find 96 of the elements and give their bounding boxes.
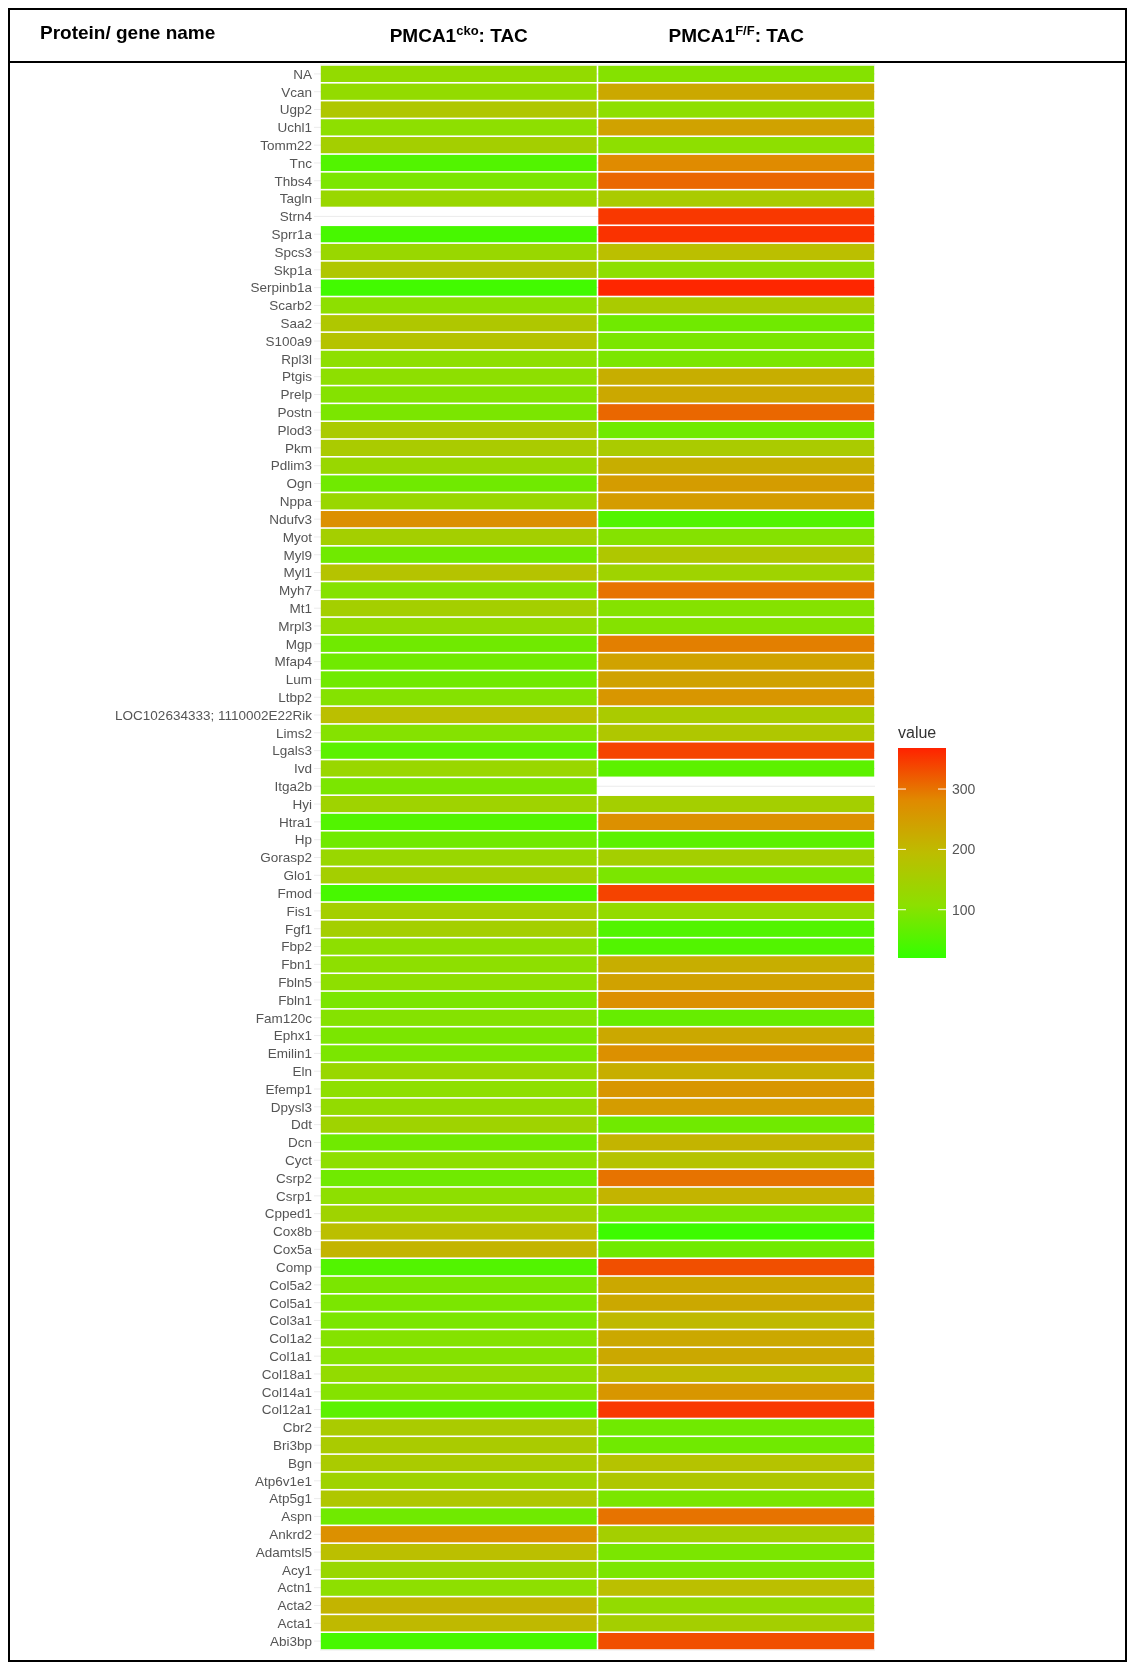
y-tick-label: Thbs4 — [274, 173, 313, 189]
y-tick-label: Ogn — [286, 476, 312, 492]
y-tick-label: Myh7 — [278, 583, 312, 599]
y-tick-label: Saa2 — [280, 316, 312, 332]
y-tick-label: Tagln — [279, 191, 312, 207]
y-tick-label: Rpl3l — [281, 351, 312, 367]
y-tick-label: Pdlim3 — [270, 458, 312, 474]
y-tick-label: Prelp — [280, 387, 312, 403]
y-tick-label: Acta1 — [277, 1616, 312, 1632]
y-tick-label: Fbln5 — [278, 974, 312, 990]
y-tick-label: Ephx1 — [273, 1028, 312, 1044]
y-tick-label: Acta2 — [277, 1598, 312, 1614]
y-tick-label: Lum — [285, 672, 312, 688]
y-tick-label: NA — [293, 66, 312, 82]
y-tick-label: Ddt — [290, 1117, 313, 1133]
y-tick-label: Nppa — [279, 494, 313, 510]
y-tick-label: Fam120c — [255, 1010, 313, 1026]
y-tick-label: Fbln1 — [278, 992, 312, 1008]
y-tick-label: Htra1 — [278, 814, 312, 830]
y-tick-label: Fis1 — [286, 903, 312, 919]
y-tick-label: Dcn — [287, 1135, 312, 1151]
y-tick-label: Postn — [277, 405, 312, 421]
y-tick-label: Myot — [282, 529, 313, 545]
y-tick-label: Efemp1 — [265, 1081, 312, 1097]
y-tick-label: Skp1a — [273, 262, 313, 278]
y-tick-label: Col5a2 — [269, 1277, 312, 1293]
y-tick-label: Hp — [294, 832, 312, 848]
y-tick-label: Myl1 — [283, 565, 312, 581]
y-tick-label: Emilin1 — [267, 1046, 312, 1062]
y-tick-label: Ltbp2 — [278, 690, 312, 706]
y-tick-label: Col12a1 — [261, 1402, 312, 1418]
y-tick-label: Fgf1 — [284, 921, 312, 937]
y-tick-label: Ankrd2 — [269, 1527, 312, 1543]
y-tick-label: Lims2 — [275, 725, 312, 741]
y-axis-title: Protein/ gene name — [40, 22, 216, 44]
y-tick-label: Ndufv3 — [269, 511, 312, 527]
y-tick-label: Atp5g1 — [269, 1491, 312, 1507]
y-tick-label: Tomm22 — [260, 137, 312, 153]
y-tick-label: S100a9 — [265, 333, 312, 349]
y-tick-label: Bgn — [287, 1455, 312, 1471]
y-tick-label: Comp — [275, 1259, 312, 1275]
y-tick-label: Mgp — [285, 636, 312, 652]
y-tick-label: Uchl1 — [277, 120, 312, 136]
y-tick-label: Cyct — [285, 1153, 313, 1169]
y-tick-label: Pkm — [285, 440, 312, 456]
y-tick-label: Adamtsl5 — [255, 1544, 312, 1560]
color-bar-label: 300 — [952, 781, 976, 798]
color-bar-label: 100 — [952, 901, 976, 918]
y-tick-label: Plod3 — [277, 422, 312, 438]
y-tick-label: LOC102634333; 1110002E22Rik — [115, 707, 313, 723]
y-tick-label: Hyi — [292, 796, 312, 812]
y-tick-label: Mrpl3 — [278, 618, 312, 634]
y-tick-label: Fbp2 — [281, 939, 312, 955]
y-tick-label: Acy1 — [281, 1562, 312, 1578]
x-tick-label: PMCA1$^{F/F}$: TAC — [668, 22, 805, 46]
y-tick-label: Dpysl3 — [270, 1099, 312, 1115]
y-tick-label: Myl9 — [283, 547, 312, 563]
y-tick-label: Bri3bp — [272, 1437, 312, 1453]
y-tick-label: Ivd — [293, 761, 312, 777]
y-tick-label: Itga2b — [274, 779, 312, 795]
y-tick-label: Ugp2 — [279, 102, 312, 118]
y-tick-label: Lgals3 — [272, 743, 312, 759]
y-tick-label: Eln — [292, 1064, 312, 1079]
y-tick-label: Tnc — [289, 155, 313, 171]
y-tick-label: Glo1 — [283, 868, 312, 884]
y-tick-label: Cpped1 — [264, 1206, 312, 1222]
y-tick-label: Csrp2 — [275, 1170, 312, 1186]
y-tick-label: Ptgis — [281, 369, 313, 385]
y-tick-label: Col1a2 — [269, 1331, 312, 1347]
y-tick-label: Sprr1a — [271, 226, 313, 242]
y-tick-label: Cox5a — [272, 1242, 313, 1258]
y-tick-label: Atp6v1e1 — [254, 1473, 312, 1489]
y-tick-label: Vcan — [281, 84, 312, 100]
y-tick-label: Col5a1 — [269, 1295, 312, 1311]
y-tick-label: Spcs3 — [274, 244, 312, 260]
y-tick-label: Fmod — [277, 885, 312, 901]
y-tick-label: Actn1 — [277, 1580, 312, 1596]
y-tick-label: Col3a1 — [269, 1313, 312, 1329]
x-tick-label: PMCA1$^{cko}$: TAC — [389, 22, 529, 46]
y-tick-label: Col14a1 — [261, 1384, 312, 1400]
y-tick-label: Mfap4 — [274, 654, 313, 670]
y-tick-label: Col18a1 — [261, 1366, 312, 1382]
y-tick-label: Abi3bp — [269, 1633, 312, 1649]
y-tick-label: Gorasp2 — [260, 850, 312, 866]
color-bar-label: 200 — [952, 841, 976, 858]
y-tick-label: Serpinb1a — [250, 280, 313, 296]
y-tick-label: Cbr2 — [282, 1420, 312, 1436]
y-tick-label: Fbn1 — [281, 957, 312, 973]
y-tick-label: Scarb2 — [269, 298, 312, 314]
color-bar-title: value — [898, 724, 937, 741]
y-tick-label: Aspn — [281, 1509, 312, 1525]
y-tick-label: Csrp1 — [275, 1188, 312, 1204]
y-tick-label: Cox8b — [272, 1224, 312, 1240]
y-tick-label: Strn4 — [279, 209, 313, 225]
y-tick-label: Col1a1 — [269, 1348, 312, 1364]
y-tick-label: Mt1 — [289, 600, 312, 616]
